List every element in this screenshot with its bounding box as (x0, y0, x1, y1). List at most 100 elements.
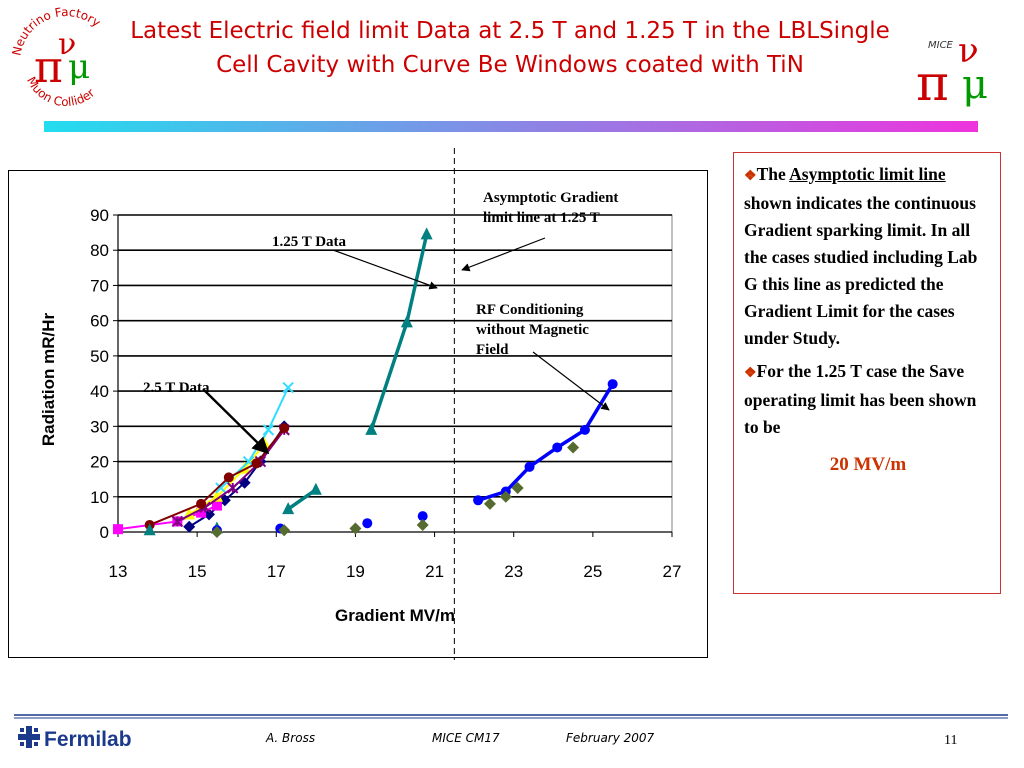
data-series (365, 227, 433, 435)
data-point (282, 502, 295, 515)
data-point (416, 518, 429, 531)
diamond-bullet-icon: ❖ (744, 366, 757, 381)
y-tick-label: 20 (90, 453, 109, 472)
data-series (210, 524, 291, 538)
data-series (483, 441, 580, 510)
axis-layer: 0 10 20 30 40 50 60 70 80 90 13 15 17 19 21 23 25 27 (90, 206, 681, 581)
plot-area (117, 214, 673, 533)
mice-logo: π ν μ MICE (916, 31, 988, 110)
data-point (349, 522, 362, 535)
data-series (362, 511, 428, 529)
chart-frame (8, 170, 708, 658)
data-point (223, 472, 234, 483)
data-point (262, 424, 275, 436)
y-tick-label: 50 (90, 347, 109, 366)
data-point (607, 379, 618, 390)
note-text-post: shown indicates the continuous Gradient … (744, 193, 978, 348)
page-number: 11 (944, 733, 958, 748)
series-line (369, 233, 429, 431)
y-tick-label: 10 (90, 488, 109, 507)
annotation-arrow (332, 249, 438, 290)
data-point (282, 381, 294, 394)
mice-label: MICE (928, 40, 954, 51)
logo-mu-symbol: μ (68, 47, 90, 87)
operating-limit-value: 20 MV/m (829, 454, 907, 475)
x-tick-label: 23 (504, 562, 523, 581)
series-layer (113, 227, 618, 538)
data-series (282, 482, 322, 515)
y-tick-label: 80 (90, 241, 109, 260)
data-point (420, 227, 433, 240)
data-point (400, 315, 413, 328)
gradient-radiation-chart: 0 10 20 30 40 50 60 70 80 90 13 15 17 19 21 23 25 27 Asym… (39, 148, 681, 660)
side-note-paragraph-2: ❖For the 1.25 T case the Save operating … (744, 358, 992, 441)
data-point (499, 490, 512, 503)
data-point (227, 482, 239, 494)
annotation-asymptote: Asymptotic Gradient (483, 190, 618, 206)
note-text-pre: The (756, 164, 790, 184)
footer-meeting: MICE CM17 (432, 731, 500, 745)
x-tick-label: 19 (346, 562, 365, 581)
mice-pi-symbol: π (916, 54, 949, 110)
data-point (210, 489, 223, 502)
fermilab-logo: Fermilab (18, 726, 132, 751)
data-series (349, 518, 429, 535)
data-point (196, 498, 207, 509)
data-point (473, 495, 484, 506)
data-point (279, 423, 290, 434)
diamond-bullet-icon: ❖ (744, 169, 757, 184)
data-series (144, 423, 290, 530)
data-point (511, 481, 524, 494)
asymptotic-limit-line-term: Asymptotic limit line (789, 164, 946, 184)
data-point (143, 523, 156, 536)
data-point (417, 511, 428, 522)
series-line (477, 383, 615, 502)
data-point (113, 524, 123, 535)
annotation-arrow (203, 389, 270, 455)
y-tick-label: 90 (90, 206, 109, 225)
note-text-2: For the 1.25 T case the Save operating l… (744, 361, 977, 437)
x-tick-label: 17 (267, 562, 286, 581)
data-point (210, 526, 223, 538)
annotation-arrow (461, 237, 546, 272)
x-tick-label: 13 (109, 562, 128, 581)
x-tick-label: 25 (583, 562, 602, 581)
slide-title: Latest Electric field limit Data at 2.5 … (130, 18, 890, 78)
annotation-rf: RF Conditioning (476, 302, 584, 318)
data-point (211, 500, 222, 511)
annotation-data125: 1.25 T Data (272, 234, 347, 250)
annotation-data25: 2.5 T Data (143, 380, 210, 396)
y-tick-label: 70 (90, 276, 109, 295)
data-point (567, 441, 580, 454)
footer-date: February 2007 (566, 731, 655, 745)
title-gradient-bar (44, 121, 978, 132)
data-point (183, 520, 196, 533)
y-tick-label: 0 (100, 523, 109, 542)
grid-layer (117, 214, 673, 533)
data-point (552, 442, 563, 453)
footer-divider (14, 714, 1008, 719)
data-point (171, 515, 184, 528)
y-axis-label: Radiation mR/Hr (39, 313, 58, 447)
x-tick-label: 21 (425, 562, 444, 581)
x-tick-label: 27 (663, 562, 682, 581)
side-note-paragraph-1: ❖The Asymptotic limit line shown indicat… (744, 161, 992, 352)
y-tick-label: 30 (90, 417, 109, 436)
data-point (215, 482, 227, 494)
annotation-asymptote: limit line at 1.25 T (483, 210, 600, 226)
data-point (251, 458, 262, 469)
y-tick-label: 40 (90, 382, 109, 401)
annotation-layer: Asymptotic Gradient limit line at 1.25 T 1… (143, 190, 618, 455)
data-point (579, 424, 590, 435)
mice-mu-symbol: μ (962, 62, 988, 108)
data-point (362, 518, 373, 529)
annotation-rf: without Magnetic (476, 322, 589, 338)
x-axis-label: Gradient MV/m (335, 606, 455, 625)
data-point (365, 422, 378, 435)
neutrino-factory-logo: Neutrino Factory Muon Collider π ν μ (9, 5, 103, 109)
data-point (524, 461, 535, 472)
data-point (483, 497, 496, 510)
logo-pi-symbol: π (34, 42, 63, 93)
y-tick-label: 60 (90, 312, 109, 331)
mice-nu-symbol: ν (958, 31, 979, 71)
